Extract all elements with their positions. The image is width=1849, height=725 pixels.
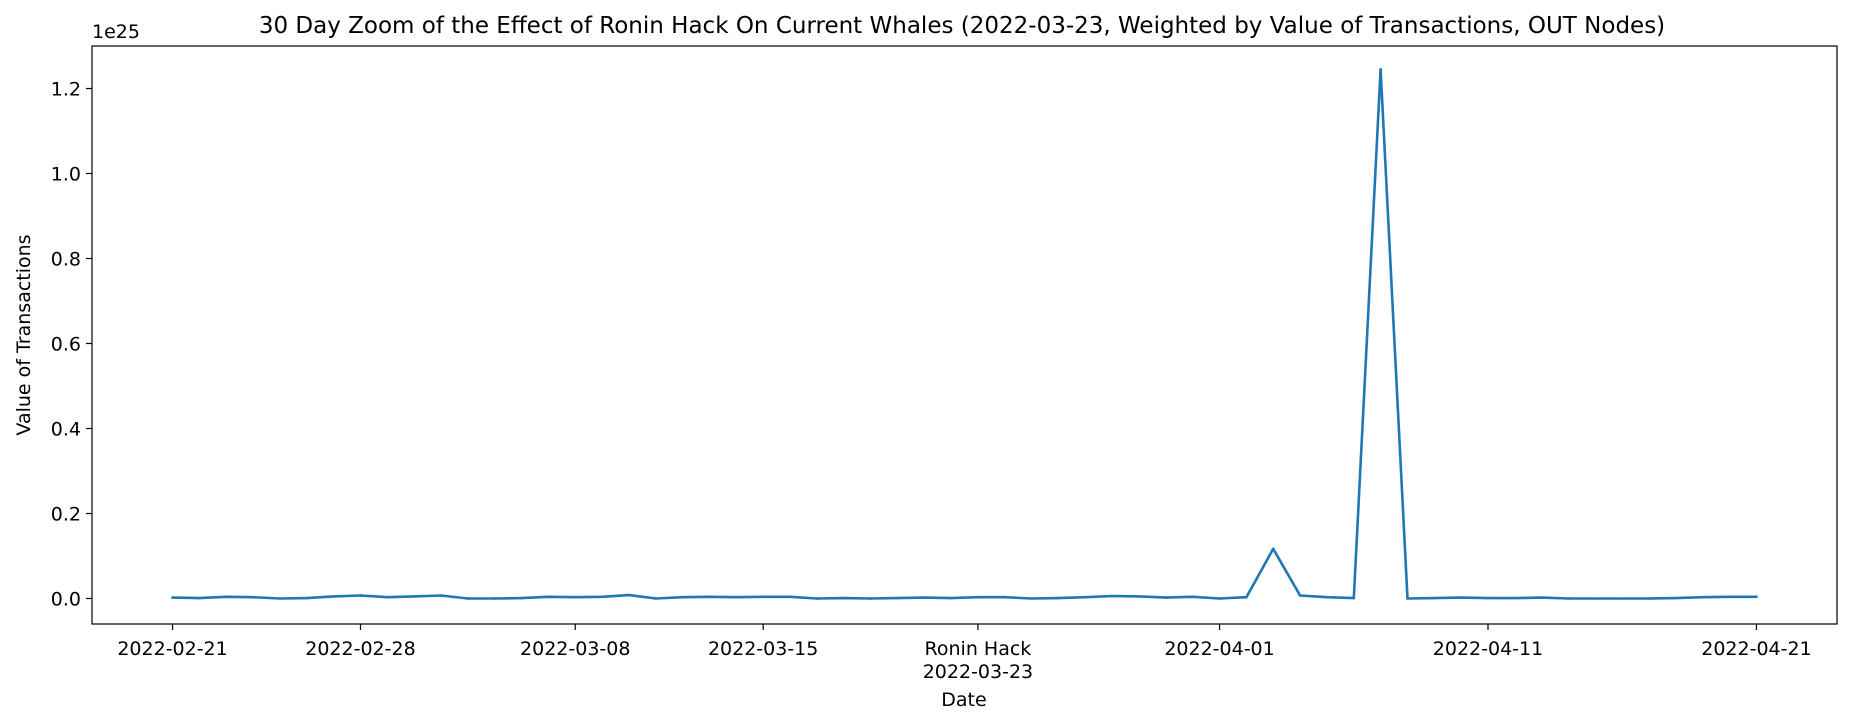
data-point — [412, 595, 416, 598]
data-point — [1110, 594, 1114, 598]
data-point — [520, 596, 523, 600]
y-axis: 0.0 0.2 0.4 0.6 0.8 1.0 1.2 — [51, 79, 92, 611]
data-point — [1030, 597, 1033, 600]
x-tick-label-secondary: 2022-03-23 — [923, 661, 1033, 683]
data-point — [896, 596, 899, 600]
data-point — [1459, 596, 1463, 599]
data-point — [976, 595, 980, 599]
data-point — [1567, 597, 1570, 600]
data-point — [493, 597, 497, 600]
data-point — [600, 595, 604, 599]
data-point — [1620, 597, 1624, 600]
x-tick-label: 2022-03-08 — [520, 638, 630, 660]
series-line — [172, 68, 1757, 600]
data-point — [815, 597, 819, 600]
series-group — [171, 68, 1758, 600]
data-point — [1218, 597, 1221, 600]
data-point — [1379, 68, 1382, 71]
data-point — [1701, 595, 1705, 599]
data-point — [1433, 596, 1436, 600]
data-point — [1084, 595, 1087, 599]
data-point — [1057, 596, 1060, 600]
y-tick-label: 0.6 — [51, 334, 81, 356]
data-point — [251, 595, 255, 599]
data-point — [1137, 595, 1141, 598]
data-point — [869, 597, 872, 600]
x-axis: 2022-02-21 2022-02-28 2022-03-08 2022-03-15… — [117, 624, 1812, 683]
data-point — [332, 595, 335, 598]
data-point — [949, 596, 953, 600]
data-point — [1406, 597, 1409, 600]
data-point — [1540, 596, 1543, 599]
data-point — [788, 595, 792, 599]
data-point — [1755, 595, 1758, 599]
data-point — [171, 596, 174, 599]
x-tick-label: 2022-02-28 — [305, 638, 415, 660]
x-tick-label: 2022-04-01 — [1164, 638, 1274, 660]
x-tick-label: 2022-04-21 — [1701, 638, 1811, 660]
x-tick-label: 2022-04-11 — [1433, 638, 1543, 660]
y-tick-label: 0.4 — [51, 419, 81, 441]
x-tick-label: 2022-03-15 — [708, 638, 818, 660]
data-point — [386, 595, 389, 599]
x-tick-label: Ronin Hack — [925, 638, 1032, 660]
chart-title: 30 Day Zoom of the Effect of Ronin Hack … — [259, 13, 1665, 39]
data-point — [1513, 596, 1517, 600]
data-point — [1674, 596, 1678, 600]
data-point — [842, 596, 845, 600]
data-point — [1325, 595, 1329, 599]
data-point — [1298, 594, 1302, 597]
data-point — [224, 595, 228, 599]
y-axis-label: Value of Transactions — [13, 234, 35, 435]
y-tick-label: 0.8 — [51, 249, 81, 271]
y-tick-label: 0.0 — [51, 589, 81, 611]
data-point — [1245, 595, 1248, 599]
data-point — [1191, 595, 1194, 599]
data-point — [922, 596, 926, 599]
data-point — [654, 597, 658, 600]
plot-area — [91, 45, 1838, 625]
data-point — [761, 595, 765, 599]
data-point — [1271, 547, 1275, 551]
data-point — [439, 594, 443, 597]
data-point — [1647, 597, 1651, 600]
data-point — [708, 595, 711, 599]
data-point — [1728, 595, 1731, 599]
data-point — [305, 596, 309, 600]
y-offset-label: 1e25 — [92, 21, 140, 43]
data-point — [735, 595, 738, 599]
data-point — [1594, 597, 1597, 600]
x-axis-label: Date — [941, 689, 986, 711]
data-point — [198, 596, 201, 600]
data-point — [573, 595, 577, 599]
data-point — [1003, 595, 1007, 599]
x-tick-label: 2022-02-21 — [117, 638, 227, 660]
data-point — [466, 597, 470, 600]
data-point — [1486, 596, 1490, 600]
data-point — [278, 597, 282, 600]
y-tick-label: 1.2 — [51, 79, 81, 101]
data-point — [681, 595, 684, 599]
data-point — [627, 593, 631, 597]
data-point — [547, 595, 550, 599]
data-point — [1164, 596, 1168, 599]
data-point — [359, 594, 362, 597]
y-tick-label: 0.2 — [51, 504, 81, 526]
data-point — [1352, 596, 1356, 600]
y-tick-label: 1.0 — [51, 164, 81, 186]
